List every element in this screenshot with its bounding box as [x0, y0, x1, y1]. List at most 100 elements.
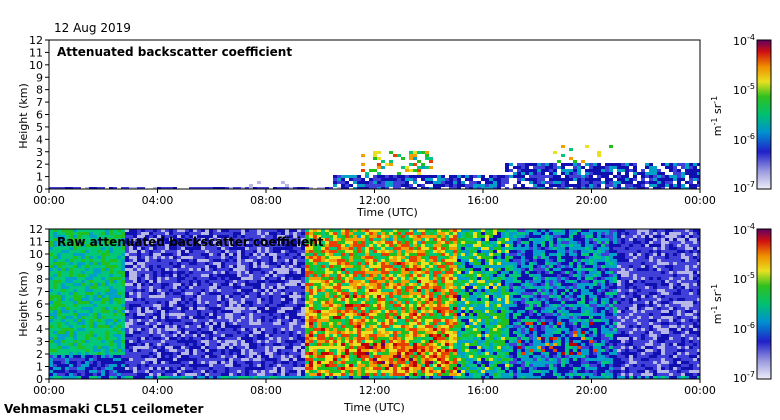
- heatmap-cell: [317, 259, 321, 262]
- heatmap-cell: [453, 283, 457, 286]
- heatmap-cell: [557, 166, 561, 169]
- heatmap-cell: [677, 298, 681, 301]
- heatmap-cell: [445, 292, 449, 295]
- heatmap-cell: [121, 271, 125, 274]
- heatmap-cell: [393, 244, 397, 247]
- heatmap-cell: [541, 274, 545, 277]
- heatmap-cell: [273, 283, 277, 286]
- heatmap-cell: [581, 262, 585, 265]
- heatmap-cell: [401, 238, 405, 241]
- heatmap-cell: [341, 274, 345, 277]
- heatmap-cell: [345, 235, 349, 238]
- heatmap-cell: [529, 298, 533, 301]
- y-tick-label: 3: [36, 146, 43, 159]
- heatmap-cell: [225, 289, 229, 292]
- heatmap-cell: [589, 298, 593, 301]
- heatmap-cell: [477, 292, 481, 295]
- heatmap-cell: [425, 301, 429, 304]
- heatmap-cell: [613, 163, 617, 166]
- heatmap-cell: [213, 292, 217, 295]
- heatmap-cell: [73, 298, 77, 301]
- heatmap-cell: [141, 241, 145, 244]
- heatmap-cell: [589, 169, 593, 172]
- heatmap-cell: [601, 244, 605, 247]
- heatmap-cell: [333, 241, 337, 244]
- heatmap-cell: [249, 274, 253, 277]
- heatmap-cell: [61, 304, 65, 307]
- heatmap-cell: [553, 184, 557, 187]
- heatmap-cell: [477, 238, 481, 241]
- heatmap-cell: [193, 235, 197, 238]
- heatmap-cell: [517, 292, 521, 295]
- heatmap-cell: [245, 274, 249, 277]
- heatmap-cell: [265, 289, 269, 292]
- heatmap-cell: [309, 238, 313, 241]
- heatmap-cell: [625, 235, 629, 238]
- heatmap-cell: [321, 295, 325, 298]
- heatmap-cell: [369, 280, 373, 283]
- heatmap-cell: [233, 268, 237, 271]
- heatmap-cell: [357, 301, 361, 304]
- heatmap-cell: [89, 244, 93, 247]
- heatmap-cell: [173, 241, 177, 244]
- heatmap-cell: [261, 232, 265, 235]
- heatmap-cell: [253, 256, 257, 259]
- heatmap-cell: [309, 268, 313, 271]
- heatmap-cell: [501, 262, 505, 265]
- heatmap-cell: [133, 289, 137, 292]
- heatmap-cell: [205, 247, 209, 250]
- heatmap-cell: [577, 184, 581, 187]
- heatmap-cell: [473, 175, 477, 178]
- heatmap-cell: [649, 268, 653, 271]
- heatmap-cell: [465, 295, 469, 298]
- heatmap-cell: [257, 289, 261, 292]
- heatmap-cell: [145, 229, 149, 232]
- heatmap-cell: [277, 247, 281, 250]
- heatmap-cell: [469, 232, 473, 235]
- heatmap-cell: [381, 304, 385, 307]
- heatmap-cell: [441, 232, 445, 235]
- heatmap-cell: [545, 295, 549, 298]
- heatmap-cell: [569, 148, 573, 151]
- heatmap-cell: [245, 244, 249, 247]
- heatmap-cell: [517, 172, 521, 175]
- heatmap-cell: [633, 244, 637, 247]
- heatmap-cell: [233, 277, 237, 280]
- heatmap-cell: [381, 178, 385, 181]
- heatmap-cell: [441, 178, 445, 181]
- heatmap-cell: [449, 274, 453, 277]
- heatmap-cell: [401, 280, 405, 283]
- heatmap-cell: [149, 268, 153, 271]
- heatmap-cell: [385, 265, 389, 268]
- heatmap-cell: [489, 274, 493, 277]
- heatmap-cell: [97, 286, 101, 289]
- heatmap-cell: [93, 271, 97, 274]
- heatmap-cell: [385, 283, 389, 286]
- heatmap-cell: [117, 295, 121, 298]
- heatmap-cell: [209, 304, 213, 307]
- heatmap-cell: [413, 232, 417, 235]
- heatmap-cell: [241, 295, 245, 298]
- heatmap-cell: [581, 271, 585, 274]
- heatmap-cell: [305, 262, 309, 265]
- heatmap-cell: [685, 181, 689, 184]
- heatmap-cell: [201, 253, 205, 256]
- heatmap-cell: [193, 187, 197, 189]
- heatmap-cell: [625, 247, 629, 250]
- heatmap-cell: [101, 247, 105, 250]
- heatmap-cell: [165, 307, 169, 310]
- heatmap-cell: [213, 301, 217, 304]
- heatmap-cell: [417, 151, 421, 154]
- heatmap-cell: [641, 253, 645, 256]
- heatmap-cell: [169, 265, 173, 268]
- heatmap-cell: [329, 304, 333, 307]
- heatmap-cell: [253, 238, 257, 241]
- heatmap-cell: [317, 241, 321, 244]
- heatmap-cell: [397, 295, 401, 298]
- heatmap-cell: [405, 238, 409, 241]
- heatmap-cell: [665, 259, 669, 262]
- heatmap-cell: [237, 274, 241, 277]
- heatmap-cell: [437, 262, 441, 265]
- heatmap-cell: [537, 271, 541, 274]
- heatmap-cell: [609, 271, 613, 274]
